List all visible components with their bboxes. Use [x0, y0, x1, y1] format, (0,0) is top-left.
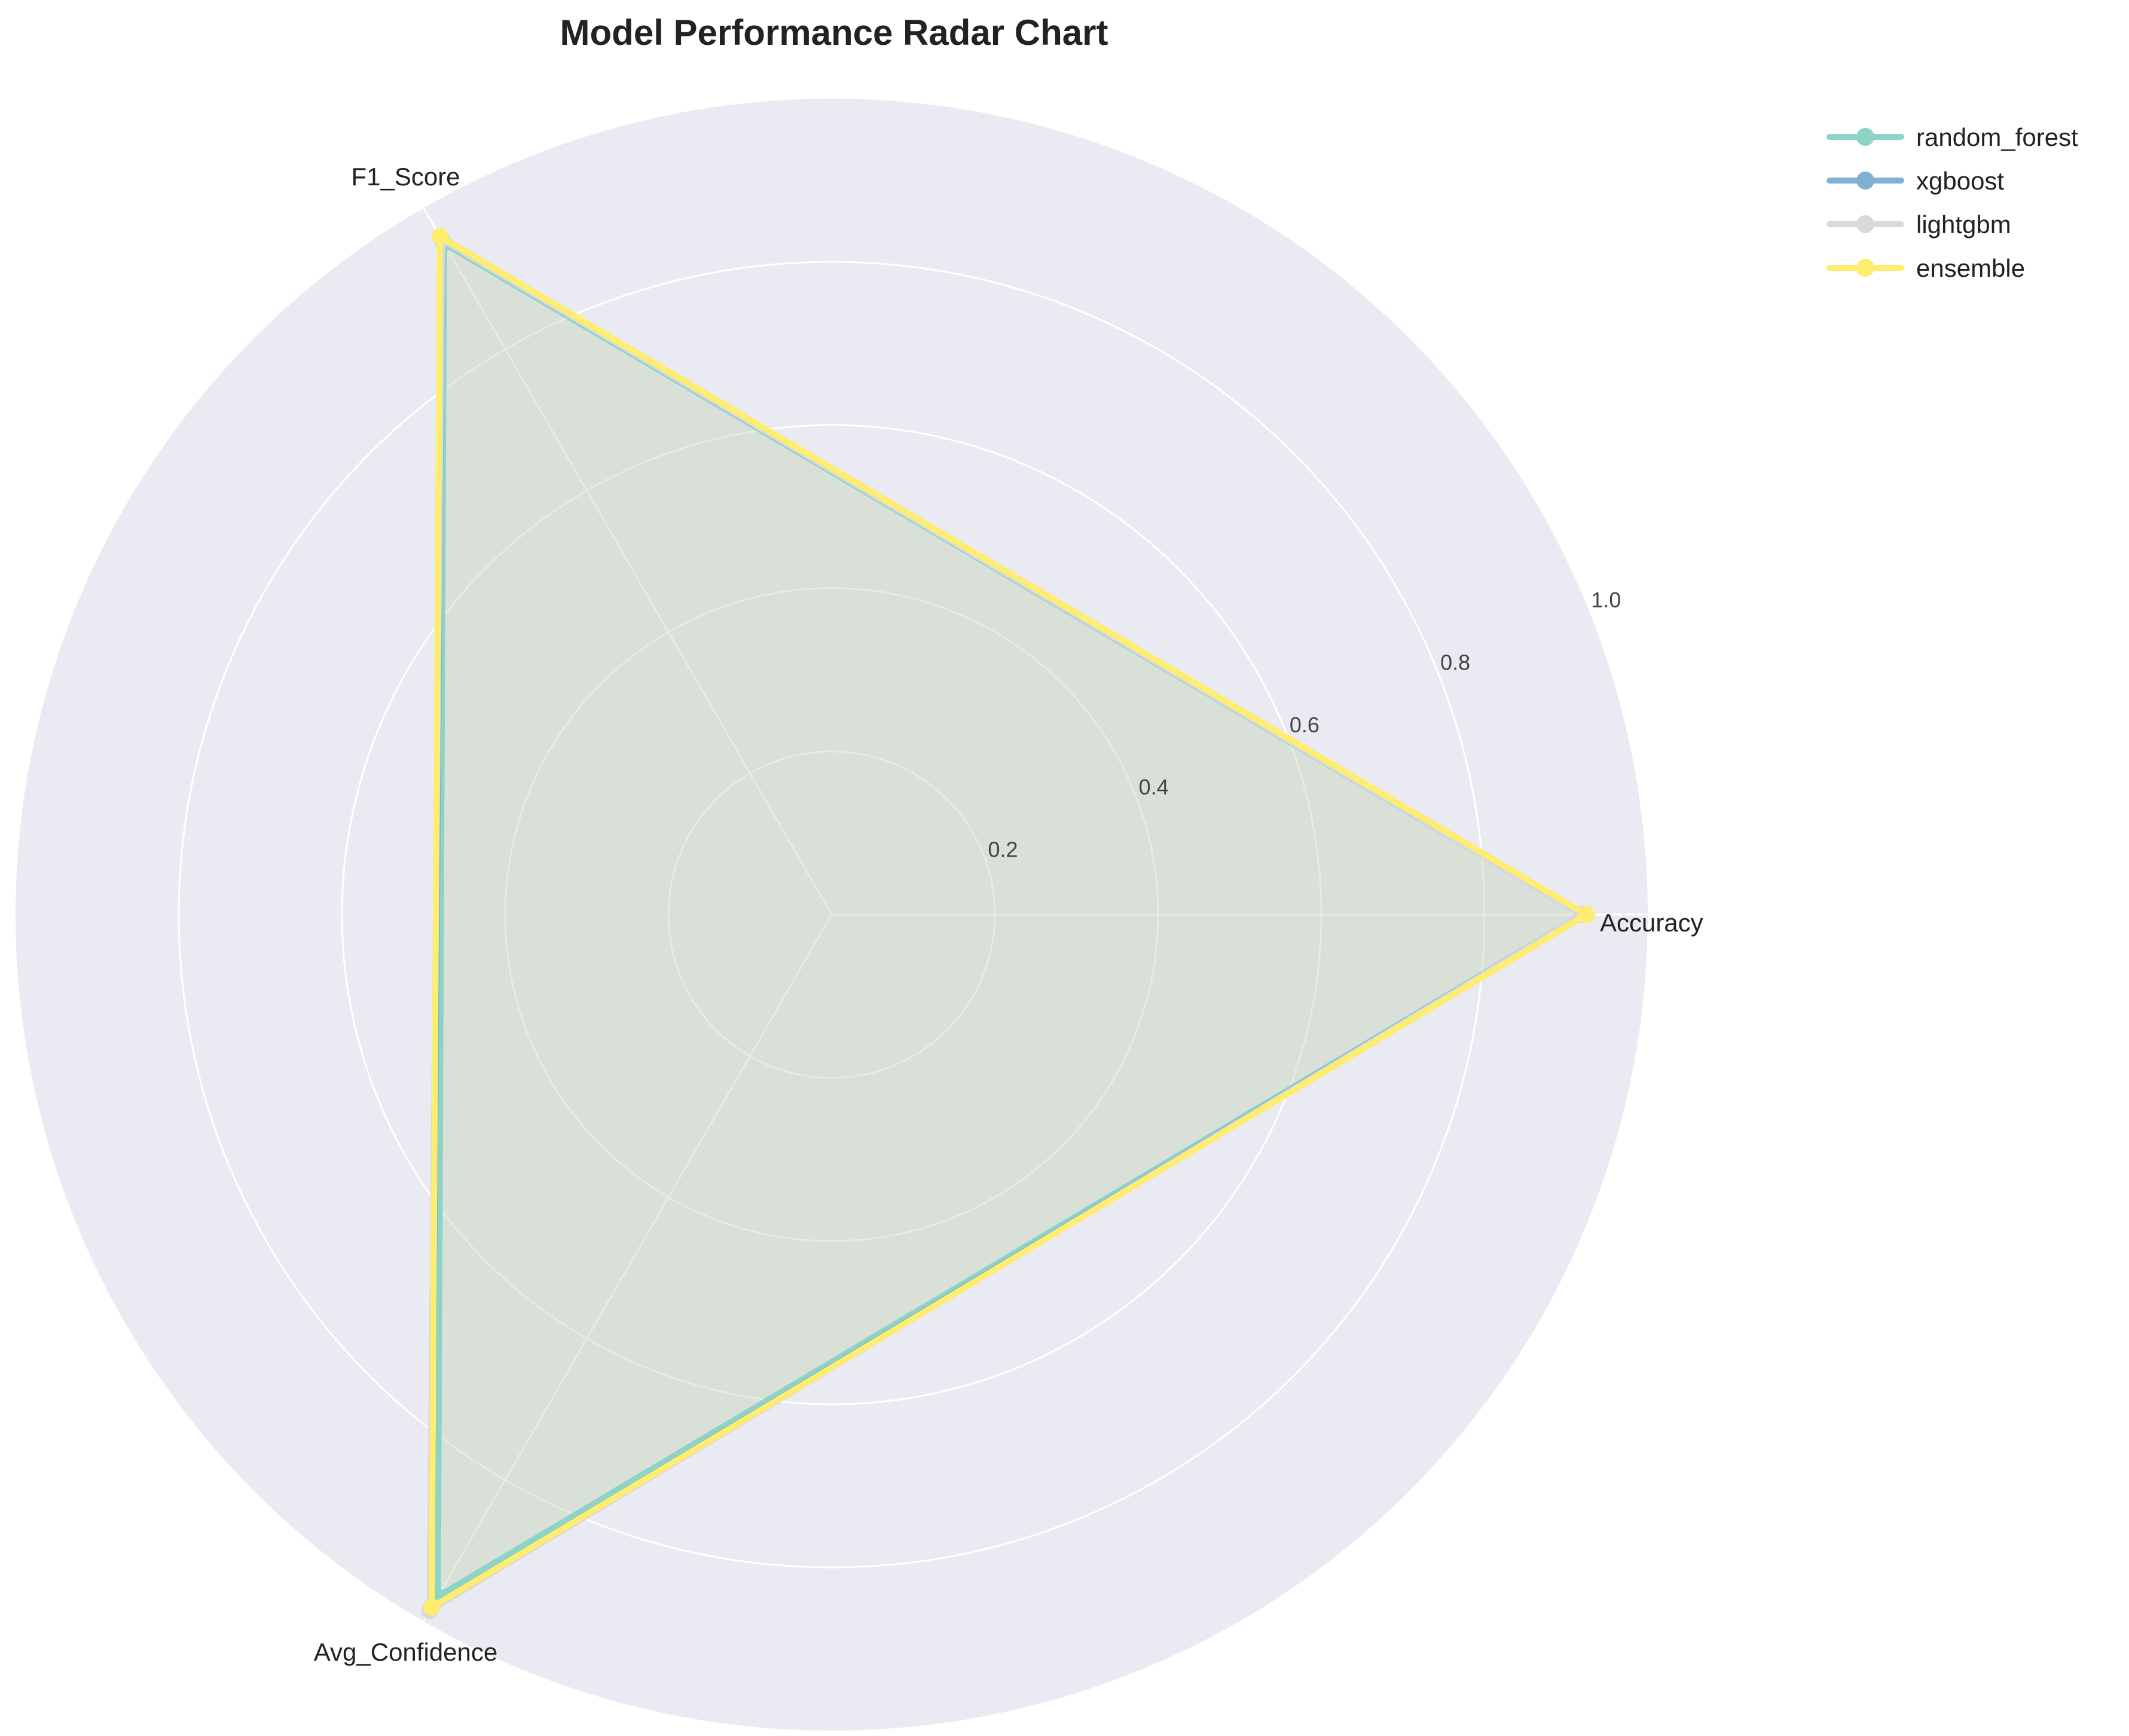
spoke-1 — [423, 207, 833, 915]
axis-labels: Accuracy F1_Score Avg_Confidence — [314, 163, 1703, 1666]
series-fill-lightgbm — [429, 240, 1583, 1611]
series-fill-random_forest — [438, 243, 1583, 1597]
point-ensemble-Avg_Confidence — [423, 1599, 441, 1616]
legend-swatch-marker — [1856, 215, 1874, 233]
legend-item-lightgbm: lightgbm — [1826, 210, 2011, 239]
legend-label: ensemble — [1916, 254, 2025, 282]
radial-tick-label: 0.8 — [1440, 650, 1470, 674]
series-line-ensemble — [429, 233, 1590, 1610]
radial-tick-labels: 0.2 0.4 0.6 0.8 1.0 — [988, 588, 1621, 862]
series-fill-ensemble — [432, 236, 1587, 1607]
legend-swatch-marker — [1856, 259, 1874, 277]
radial-tick-label: 1.0 — [1591, 588, 1621, 612]
spoke-2 — [423, 914, 833, 1622]
axis-label-avg-confidence: Avg_Confidence — [314, 1638, 497, 1666]
legend-label: xgboost — [1916, 167, 2004, 195]
radial-tick-label: 0.6 — [1290, 713, 1319, 737]
series-fill-xgboost — [432, 240, 1583, 1607]
point-ensemble-Accuracy — [1578, 906, 1595, 923]
series-layer — [421, 228, 1595, 1619]
legend-label: lightgbm — [1916, 210, 2011, 239]
point-ensemble-F1_Score — [431, 228, 448, 245]
radial-tick-label: 0.2 — [988, 838, 1018, 862]
legend-swatch-marker — [1856, 172, 1874, 190]
legend-label: random_forest — [1916, 123, 2078, 151]
radial-tick-label: 0.4 — [1139, 775, 1169, 799]
legend-item-ensemble: ensemble — [1826, 254, 2025, 282]
legend-item-xgboost: xgboost — [1826, 167, 2004, 195]
legend-swatch-marker — [1856, 128, 1874, 146]
legend-item-random_forest: random_forest — [1826, 123, 2078, 151]
grid — [178, 207, 1648, 1622]
plot-area: 0.2 0.4 0.6 0.8 1.0 Accuracy F1_Score Avg_Conf… — [16, 99, 1703, 1731]
axis-label-accuracy: Accuracy — [1600, 909, 1703, 937]
chart-title: Model Performance Radar Chart — [560, 13, 1108, 53]
axis-label-f1-score: F1_Score — [351, 163, 460, 191]
